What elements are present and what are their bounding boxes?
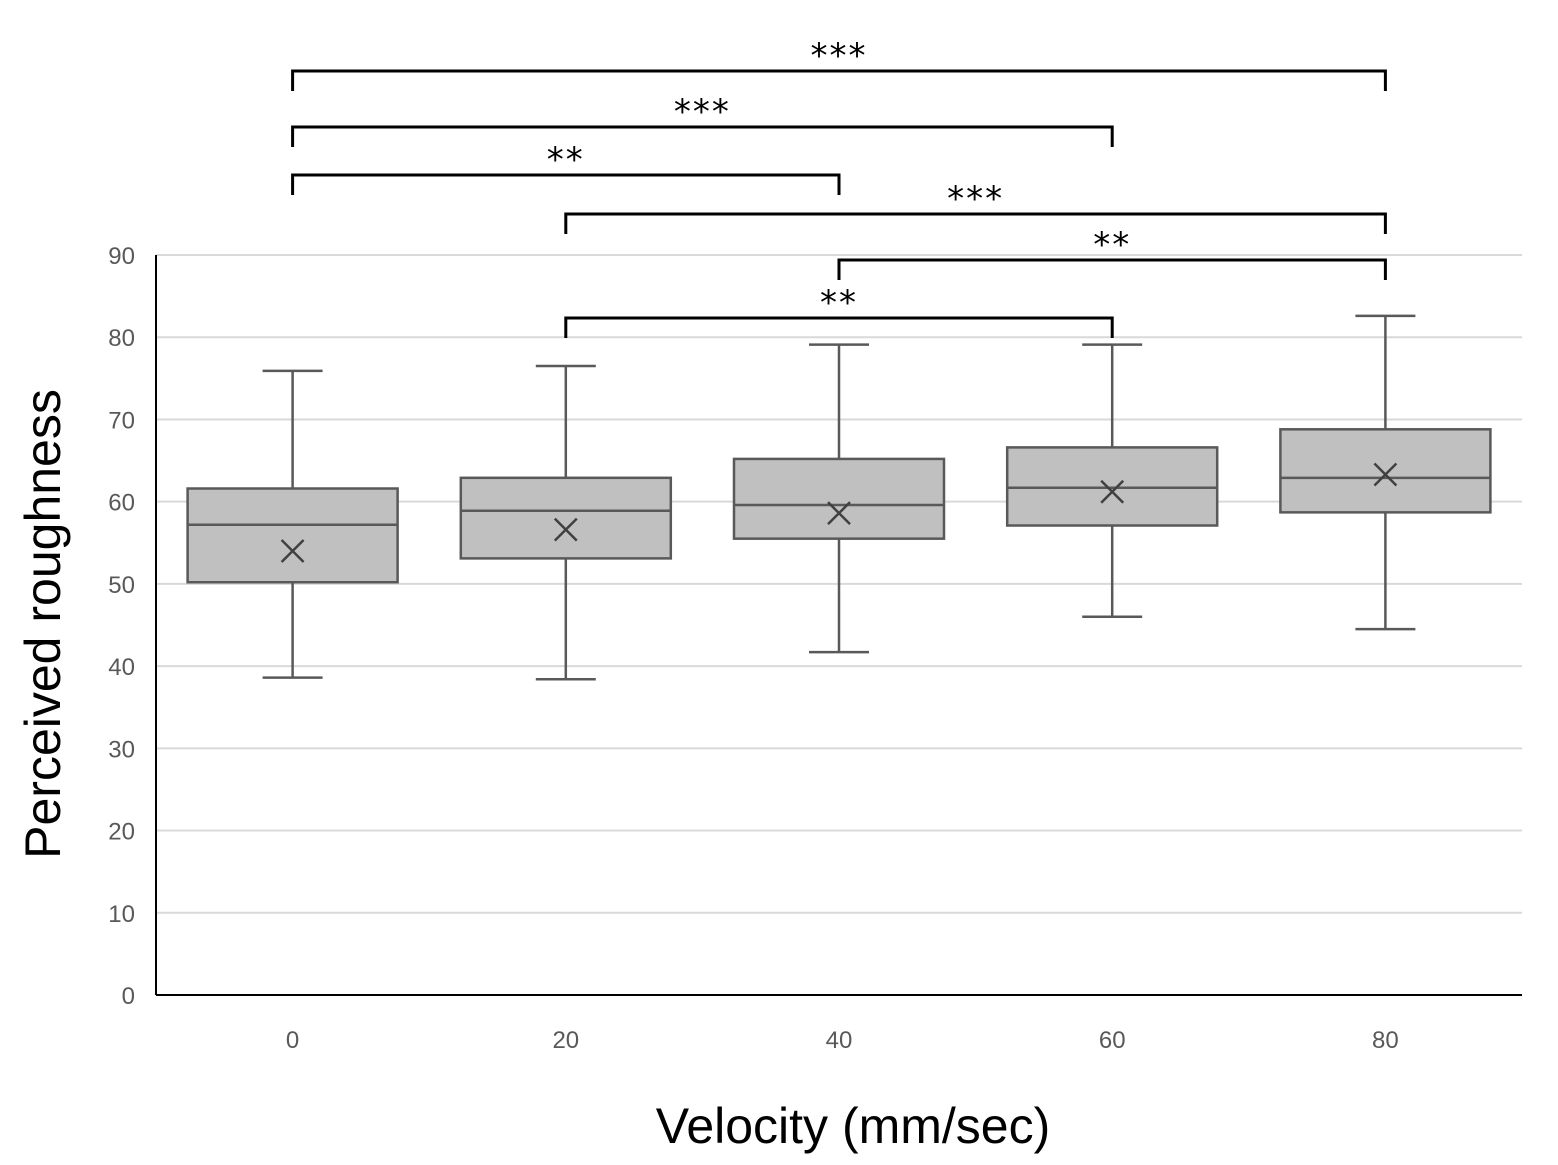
y-axis-title: Perceived roughness [15,389,71,859]
mean-marker [1100,479,1125,504]
significance-bracket: *** [564,179,1387,234]
bracket-line [291,69,1387,91]
significance-label: ** [547,140,585,180]
bracket-line [564,212,1387,234]
y-tick-label: 40 [108,654,135,681]
box-0 [186,369,399,679]
mean-marker [827,501,851,526]
significance-label: *** [947,179,1004,219]
significance-label: *** [674,92,731,132]
x-axis-title: Velocity (mm/sec) [656,1098,1051,1154]
significance-bracket: *** [291,92,1114,147]
y-tick-label: 50 [108,572,135,599]
y-tick-label: 90 [108,243,135,270]
box-40 [732,343,946,654]
x-tick-label: 60 [1099,1027,1126,1054]
mean-marker [1373,462,1398,487]
y-tick-label: 0 [122,983,135,1010]
mean-marker [280,539,305,563]
significance-brackets: *************** [291,36,1387,338]
bracket-line [291,125,1114,147]
significance-bracket: *** [291,36,1387,91]
significance-bracket: ** [564,283,1114,338]
box-iqr [732,457,946,540]
significance-label: ** [1093,225,1131,265]
box-iqr [186,487,399,584]
significance-label: ** [820,283,858,323]
bracket-line [837,258,1387,280]
x-tick-label: 40 [826,1027,853,1054]
bracket-line [564,316,1114,338]
y-tick-label: 80 [108,325,135,352]
y-tick-label: 60 [108,490,135,517]
significance-bracket: ** [291,140,841,195]
boxes [186,314,1492,681]
axes [155,255,1522,996]
box-80 [1279,314,1492,631]
y-tick-labels: 0 10 20 30 40 50 60 70 80 90 [108,243,135,1010]
x-tick-label: 20 [552,1027,579,1054]
significance-label: *** [811,36,868,76]
x-tick-labels: 0 20 40 60 80 [286,1027,1399,1054]
x-tick-label: 80 [1372,1027,1399,1054]
y-tick-label: 20 [108,819,135,846]
x-tick-label: 0 [286,1027,299,1054]
mean-marker [553,517,578,542]
box-20 [459,364,673,681]
y-tick-label: 10 [108,901,135,928]
bracket-line [291,173,841,195]
significance-bracket: ** [837,225,1387,280]
y-tick-label: 30 [108,736,135,763]
y-tick-label: 70 [108,407,135,434]
box-60 [1005,343,1219,619]
box-iqr [459,476,673,560]
box-iqr [1279,428,1492,514]
